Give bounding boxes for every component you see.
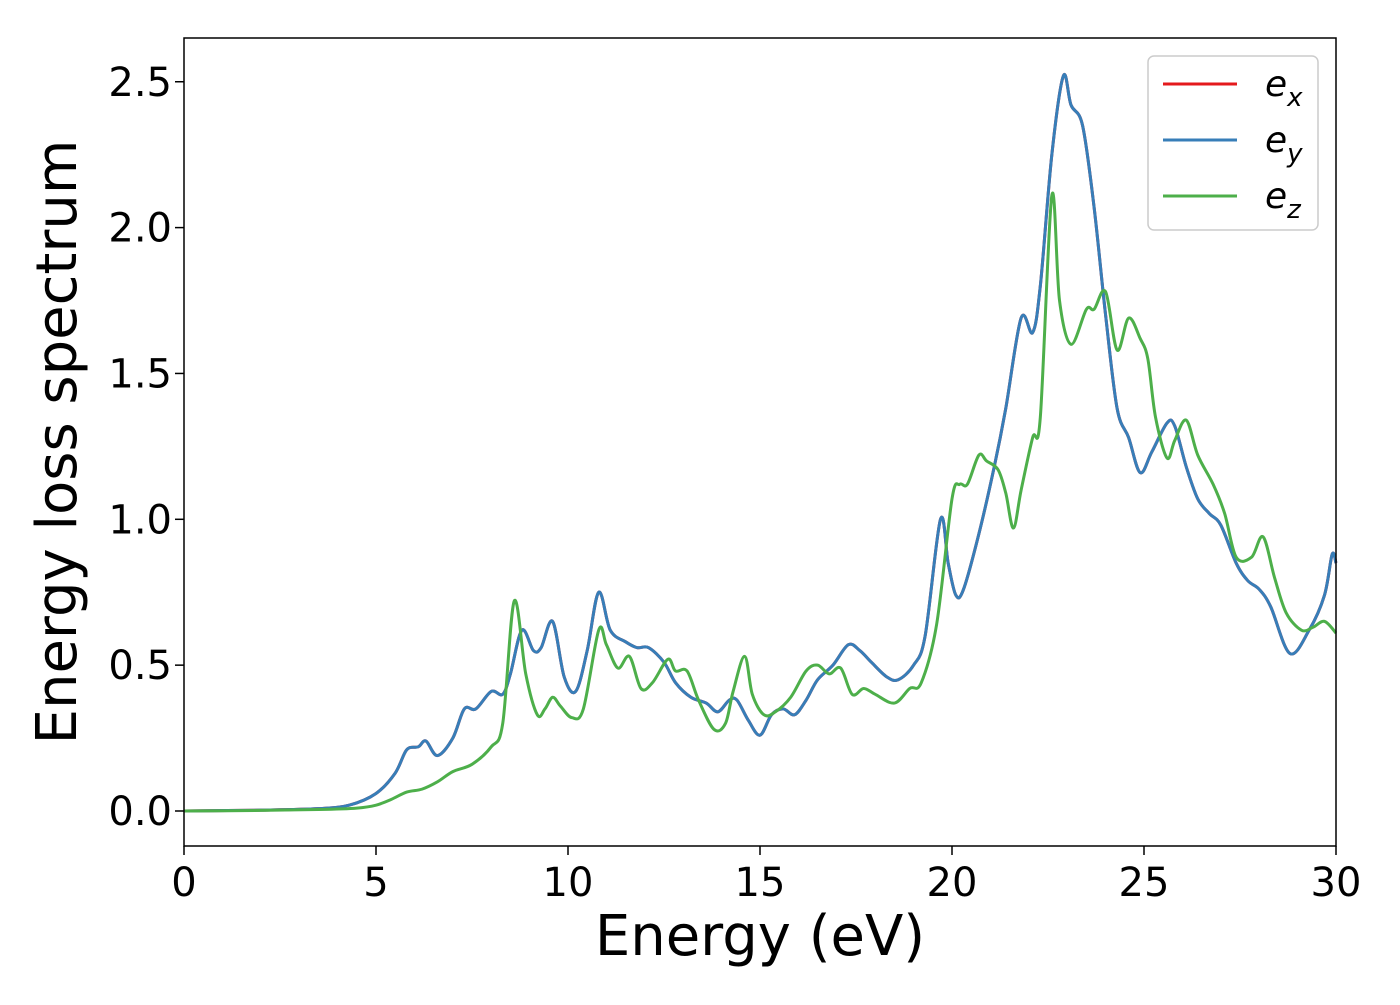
x-tick-label: 30 xyxy=(1311,860,1362,906)
x-tick-label: 15 xyxy=(735,860,786,906)
x-tick-label: 20 xyxy=(927,860,978,906)
x-axis-ticks: 0 5 10 15 20 25 30 xyxy=(171,846,1361,906)
y-tick-label: 2.5 xyxy=(108,60,172,106)
x-tick-label: 0 xyxy=(171,860,196,906)
x-tick-label: 25 xyxy=(1119,860,1170,906)
y-axis-title: Energy loss spectrum xyxy=(25,140,90,745)
legend-box xyxy=(1147,55,1319,231)
x-tick-label: 5 xyxy=(363,860,388,906)
y-tick-label: 0.0 xyxy=(108,789,172,835)
series-line-e-y xyxy=(183,72,1338,813)
series-line-e-z xyxy=(183,191,1338,813)
y-tick-label: 0.5 xyxy=(108,643,172,689)
y-tick-label: 2.0 xyxy=(108,206,172,252)
x-tick-label: 10 xyxy=(543,860,594,906)
series-layer xyxy=(183,72,1338,813)
x-axis-title: Energy (eV) xyxy=(595,904,925,969)
y-tick-label: 1.5 xyxy=(108,351,172,397)
y-axis-ticks: 0.0 0.5 1.0 1.5 2.0 2.5 xyxy=(108,60,184,835)
y-tick-label: 1.0 xyxy=(108,497,172,543)
